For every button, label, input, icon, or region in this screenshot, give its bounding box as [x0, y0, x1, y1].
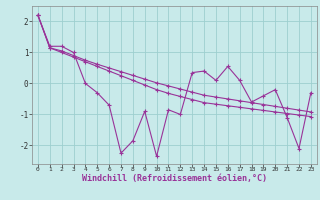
X-axis label: Windchill (Refroidissement éolien,°C): Windchill (Refroidissement éolien,°C) — [82, 174, 267, 183]
